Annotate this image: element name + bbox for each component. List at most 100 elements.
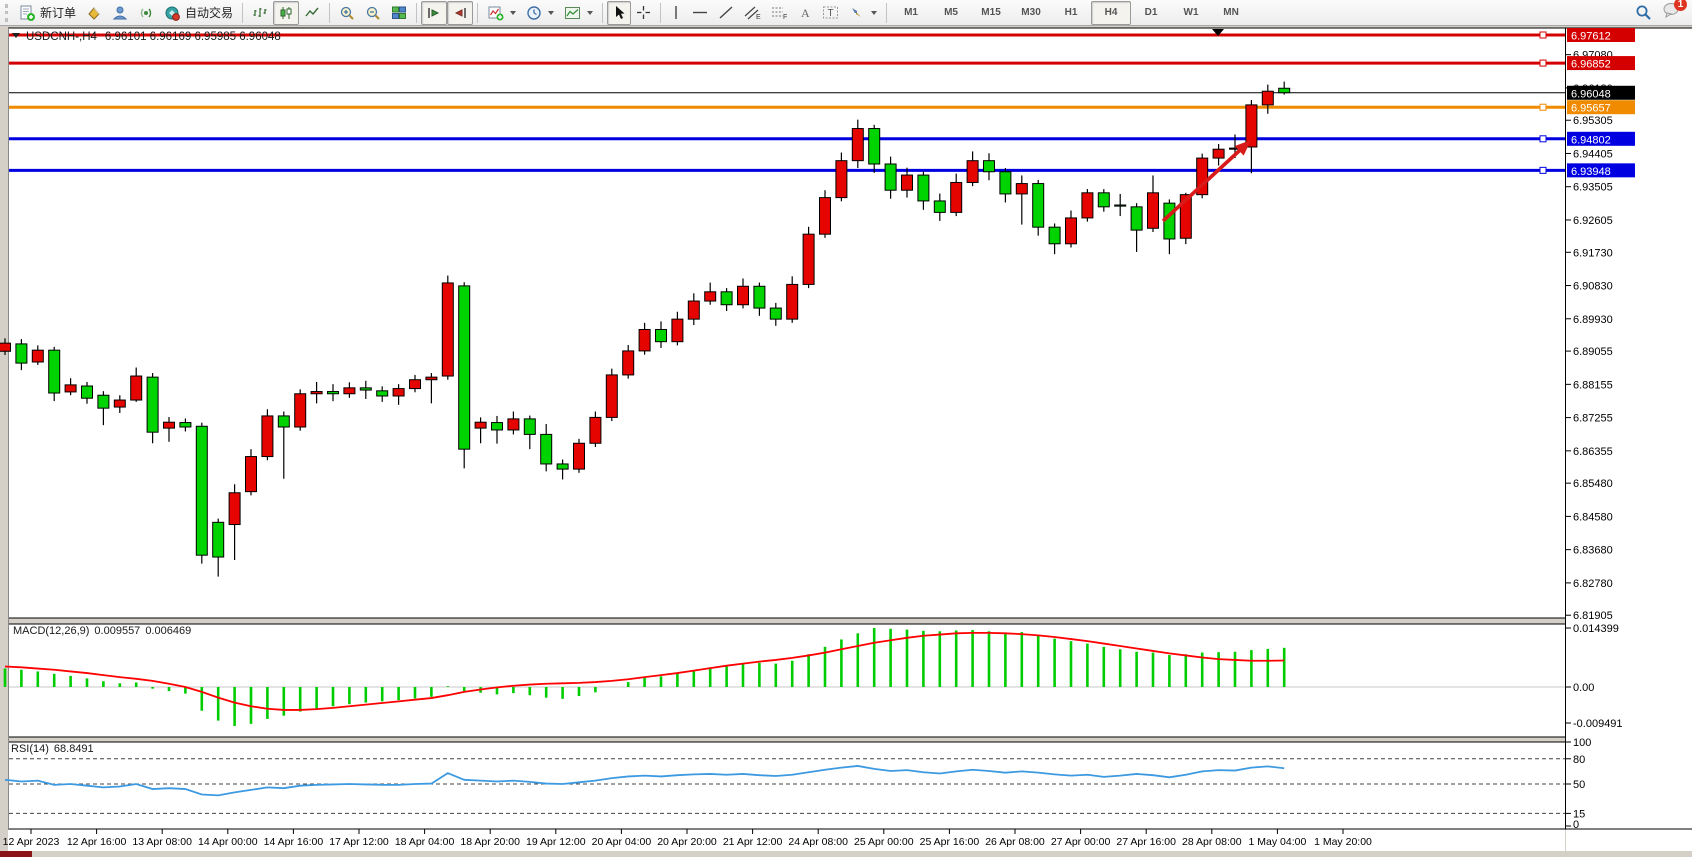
main-chart-panel[interactable] — [8, 28, 1565, 618]
trendline-icon — [719, 6, 733, 19]
candle-body — [605, 374, 618, 418]
templates-button[interactable] — [559, 1, 598, 25]
candle-body — [622, 350, 635, 376]
horizontal-line-button[interactable] — [687, 1, 713, 25]
crosshair-button[interactable] — [631, 1, 656, 25]
horizontal-line-icon — [693, 11, 708, 14]
candlestick-chart-button[interactable] — [273, 0, 300, 25]
line-chart-button[interactable] — [299, 1, 325, 25]
bar-chart-button[interactable] — [247, 1, 273, 25]
new-order-icon — [20, 5, 35, 21]
vertical-line-button[interactable] — [665, 1, 687, 25]
hline-handle[interactable] — [1539, 31, 1547, 39]
macd-label: MACD(12,26,9) 0.009557 0.006469 — [13, 625, 191, 637]
candle-body — [1245, 104, 1258, 148]
rsi-axis-label: 0 — [1573, 819, 1579, 831]
fibonacci-icon: F — [772, 7, 787, 20]
candle-body — [1130, 206, 1143, 231]
horizontal-lines-layer[interactable] — [9, 31, 1565, 174]
candle-body — [1015, 183, 1028, 195]
timeframe-D1[interactable]: D1 — [1144, 7, 1158, 18]
macd-panel[interactable] — [8, 624, 1565, 737]
timeframe-H1[interactable]: H1 — [1064, 7, 1078, 18]
candle-body — [245, 456, 257, 493]
arrows-button[interactable] — [844, 1, 882, 25]
candle-body — [277, 415, 290, 428]
rsi-panel[interactable] — [8, 742, 1565, 829]
auto-trading-button[interactable]: 自动交易 — [159, 1, 238, 25]
text-button[interactable]: A — [793, 1, 817, 25]
candle-body — [1147, 192, 1159, 229]
equidistant-channel-button[interactable]: E — [739, 1, 766, 25]
candle-body — [769, 307, 782, 320]
text-label-button[interactable]: T — [817, 1, 844, 25]
zoom-in-button[interactable] — [334, 1, 360, 25]
candle-body — [409, 379, 421, 390]
candle-body — [163, 421, 175, 429]
search-icon[interactable] — [1635, 4, 1652, 21]
time-tick-label: 27 Apr 00:00 — [1051, 836, 1111, 848]
hline-handle[interactable] — [1539, 166, 1547, 174]
trend-arrow-shaft[interactable] — [1161, 146, 1244, 223]
price-tick-label: 6.83680 — [1573, 545, 1613, 557]
candle-body — [835, 160, 848, 199]
price-badge — [1567, 56, 1635, 71]
svg-text:A: A — [801, 6, 810, 20]
bar-chart-icon — [253, 7, 267, 17]
rsi-axis-label: 50 — [1573, 779, 1585, 791]
time-tick-label: 20 Apr 04:00 — [592, 836, 652, 848]
styler-button[interactable] — [81, 1, 107, 25]
timeframe-M15[interactable]: M15 — [981, 7, 1001, 18]
profile-button[interactable] — [107, 1, 133, 25]
new-order-button[interactable]: 新订单 — [14, 1, 81, 25]
trend-arrow-head[interactable] — [1234, 140, 1251, 156]
timeframe-W1[interactable]: W1 — [1183, 7, 1199, 18]
arrows-icon — [852, 8, 862, 17]
time-tick-label: 21 Apr 12:00 — [723, 836, 783, 848]
price-tick-label: 6.81905 — [1573, 610, 1613, 622]
trendline-button[interactable] — [713, 1, 739, 25]
annotations-layer[interactable] — [1161, 140, 1251, 223]
signal-button[interactable] — [133, 1, 159, 25]
candle-body — [130, 375, 143, 401]
auto-scroll-button[interactable] — [421, 0, 448, 25]
hline-handle[interactable] — [1539, 59, 1547, 67]
periods-button[interactable] — [521, 1, 559, 25]
cursor-button[interactable] — [607, 0, 632, 25]
candle-body — [425, 376, 438, 381]
quotes-dropdown-icon[interactable] — [12, 33, 20, 38]
price-tick-label: 6.89930 — [1573, 314, 1613, 326]
timeframe-M30[interactable]: M30 — [1021, 7, 1041, 18]
toolbar-separator — [660, 2, 662, 23]
timeframe-M5[interactable]: M5 — [944, 7, 958, 18]
hline-handle[interactable] — [1539, 103, 1547, 111]
time-axis-panel[interactable] — [8, 829, 1565, 851]
chart-shift-button[interactable] — [447, 0, 474, 25]
candle-body — [441, 282, 454, 377]
candle-body — [671, 318, 684, 343]
candle-body — [737, 285, 749, 306]
candle-body — [48, 349, 61, 394]
price-tick-label: 6.94405 — [1573, 148, 1613, 160]
indicators-button[interactable] — [482, 1, 521, 25]
new-order-label: 新订单 — [40, 6, 77, 20]
tile-windows-button[interactable] — [386, 1, 412, 25]
candles-layer — [0, 81, 1291, 577]
candle-body — [294, 393, 307, 428]
timeframe-MN[interactable]: MN — [1223, 7, 1239, 18]
fibonacci-button[interactable]: F — [766, 1, 793, 25]
timeframe-H4[interactable]: H4 — [1091, 0, 1132, 25]
text-label-icon: T — [823, 6, 839, 19]
profile-icon — [112, 6, 128, 19]
main-toolbar: 新订单 自动 — [0, 0, 1692, 26]
hline-handle[interactable] — [1539, 135, 1547, 143]
time-tick-label: 12 Apr 2023 — [3, 836, 60, 848]
candle-body — [310, 391, 323, 395]
chart-shift-marker-icon[interactable] — [1212, 29, 1224, 36]
timeframe-M1[interactable]: M1 — [904, 7, 918, 18]
price-badge-label: 6.94802 — [1571, 134, 1611, 146]
chat-button[interactable]: 1 — [1662, 0, 1687, 23]
zoom-out-button[interactable] — [360, 1, 386, 25]
